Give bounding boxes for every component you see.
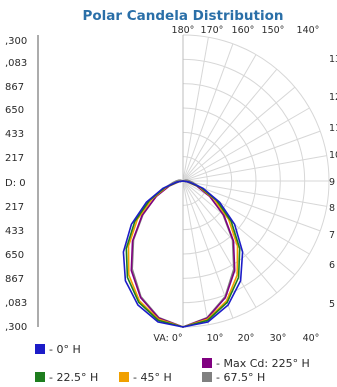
y-tick: 650 xyxy=(5,105,24,116)
grid-radial xyxy=(182,180,310,255)
legend-label: - 67.5° H xyxy=(216,371,266,384)
angle-tick: 7 xyxy=(329,230,335,241)
angle-tick: 12 xyxy=(329,92,337,103)
legend-swatch xyxy=(202,358,212,368)
legend-swatch xyxy=(35,372,45,382)
angle-tick: 6 xyxy=(329,260,335,271)
legend-swatch xyxy=(202,372,212,382)
angle-tick: 140° xyxy=(297,25,320,36)
angle-tick: 10° xyxy=(207,333,224,344)
grid-radial xyxy=(182,86,296,182)
grid-radial xyxy=(182,155,327,182)
polar-grid xyxy=(37,34,330,328)
legend-label: - 45° H xyxy=(133,371,172,384)
y-tick: ,300 xyxy=(5,322,27,333)
angle-tick: 180° xyxy=(172,25,195,36)
grid-radial xyxy=(182,43,234,182)
y-tick: 433 xyxy=(5,226,24,237)
angle-ticks-bottom: VA: 0° 10° 20° 30° 40° xyxy=(153,333,319,344)
angle-ticks-top: 180° 170° 160° 150° 140° xyxy=(172,25,320,36)
candela-curves xyxy=(122,179,244,328)
angle-ticks-right: 13 12 11 10 9 8 7 6 5 xyxy=(329,54,337,310)
legend-swatch xyxy=(35,344,45,354)
legend-item-67-5-h: - 67.5° H xyxy=(202,371,265,384)
angle-tick: 160° xyxy=(232,25,255,36)
angle-tick: 9 xyxy=(329,177,335,188)
legend-item-max-cd: - Max Cd: 225° H xyxy=(202,357,310,370)
legend-item-45-h: - 45° H xyxy=(119,371,172,384)
angle-tick: 11 xyxy=(329,123,337,134)
y-tick: ,300 xyxy=(5,36,27,47)
y-axis-ticks: ,300 ,083 867 650 433 217 D: 0 217 433 6… xyxy=(5,36,27,333)
grid-radial xyxy=(182,37,209,182)
grid-radial xyxy=(182,54,257,182)
angle-tick: 13 xyxy=(329,54,337,65)
angle-tick: 30° xyxy=(270,333,287,344)
angle-tick: 5 xyxy=(329,299,335,310)
series-curve xyxy=(122,180,244,328)
grid-radial xyxy=(182,107,310,182)
y-tick: 650 xyxy=(5,250,24,261)
legend-label: - 0° H xyxy=(49,343,81,356)
angle-tick: 40° xyxy=(303,333,320,344)
y-tick: 433 xyxy=(5,129,24,140)
legend-label: - 22.5° H xyxy=(49,371,99,384)
grid-radial xyxy=(182,180,209,325)
grid-radial xyxy=(182,130,321,182)
y-tick: ,083 xyxy=(5,298,27,309)
angle-tick: 150° xyxy=(262,25,285,36)
y-tick: 217 xyxy=(5,153,24,164)
grid-radial xyxy=(182,180,234,319)
grid-radial xyxy=(182,180,321,232)
grid-radial xyxy=(182,180,257,308)
legend-label: - Max Cd: 225° H xyxy=(216,357,310,370)
grid-radial xyxy=(182,180,278,294)
angle-tick: 10 xyxy=(329,150,337,161)
y-tick: 867 xyxy=(5,274,24,285)
angle-tick: 170° xyxy=(201,25,224,36)
y-tick: 217 xyxy=(5,202,24,213)
legend-item-22-5-h: - 22.5° H xyxy=(35,371,98,384)
grid-radial xyxy=(182,180,296,276)
grid-radial xyxy=(182,180,327,207)
angle-tick: 8 xyxy=(329,203,335,214)
legend-item-0-h: - 0° H xyxy=(35,343,81,356)
legend-swatch xyxy=(119,372,129,382)
grid-radial xyxy=(182,68,278,182)
y-tick: D: 0 xyxy=(5,178,26,189)
chart-title: Polar Candela Distribution xyxy=(83,8,284,24)
y-tick: 867 xyxy=(5,82,24,93)
y-tick: ,083 xyxy=(5,58,27,69)
angle-tick: 20° xyxy=(238,333,255,344)
angle-tick: VA: 0° xyxy=(153,333,182,344)
